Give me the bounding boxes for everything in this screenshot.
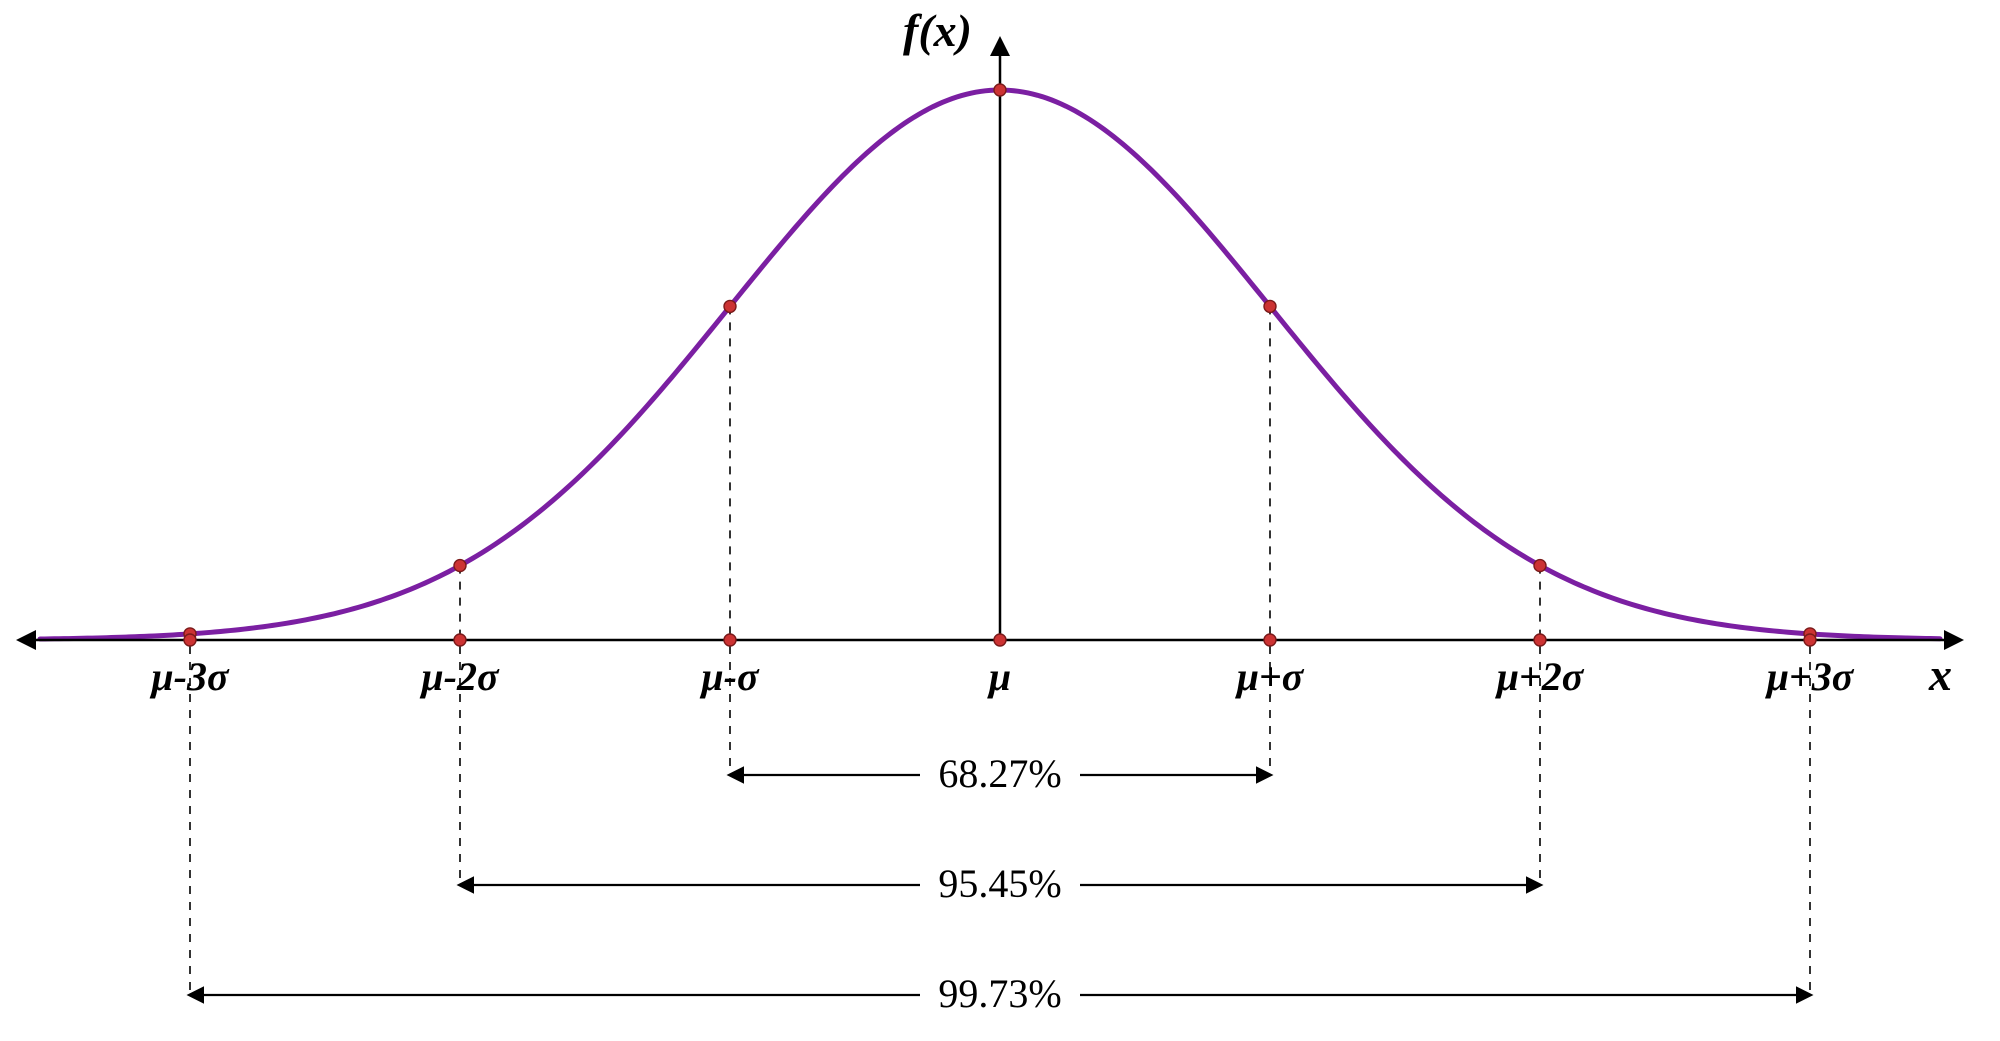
x-tick-label: μ+σ	[1235, 654, 1305, 699]
axes	[20, 40, 1960, 640]
sigma-interval-label: 68.27%	[938, 751, 1061, 796]
x-tick-label: μ-2σ	[419, 654, 500, 699]
x-tick-label: μ+2σ	[1495, 654, 1585, 699]
axis-labels: f(x) x	[903, 5, 1952, 700]
sigma-interval-label: 99.73%	[938, 971, 1061, 1016]
x-tick-label: μ-σ	[699, 654, 760, 699]
x-tick-label: μ-3σ	[149, 654, 230, 699]
x-tick-label: μ+3σ	[1765, 654, 1855, 699]
x-axis-label: x	[1928, 649, 1952, 700]
x-tick-labels: μ-3σ μ-2σ μ-σ μ μ+σ μ+2σ μ+3σ	[149, 654, 1854, 699]
normal-distribution-chart: μ-3σ μ-2σ μ-σ μ μ+σ μ+2σ μ+3σ 68.27% 95.45% 99.7…	[0, 0, 2000, 1041]
sigma-interval-label: 95.45%	[938, 861, 1061, 906]
gaussian-curve	[40, 90, 1940, 639]
sigma-interval-arrows: 68.27% 95.45% 99.73%	[190, 745, 1810, 1016]
y-axis-label: f(x)	[903, 5, 972, 56]
x-tick-label: μ	[987, 654, 1011, 699]
